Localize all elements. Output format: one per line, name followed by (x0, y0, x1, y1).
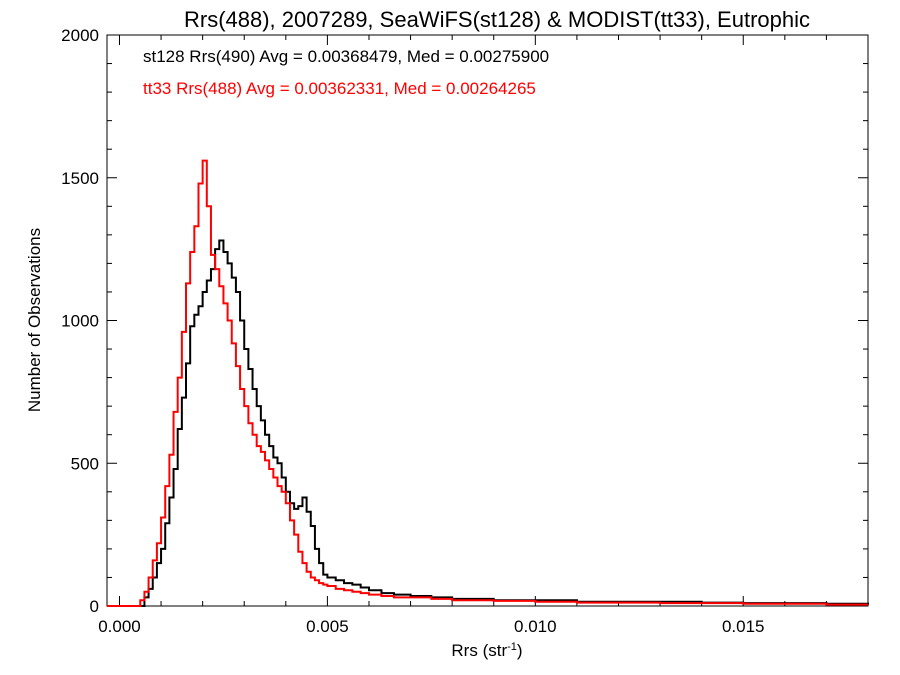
plot-area-frame (106, 34, 869, 607)
axis-ticks (107, 34, 869, 607)
x-axis-label-close: ) (517, 641, 523, 660)
annotation-red-series-stats: tt33 Rrs(488) Avg = 0.00362331, Med = 0.… (143, 79, 536, 98)
y-tick-label: 0 (90, 597, 99, 616)
x-axis-label-superscript: -1 (507, 641, 517, 653)
x-tick-label: 0.000 (98, 617, 141, 636)
y-tick-label: 2000 (61, 26, 99, 45)
axis-tick-labels: 0.000 0.005 0.010 0.015 0 500 1000 1500 2000 (61, 26, 764, 636)
y-tick-label: 500 (71, 454, 99, 473)
x-axis-label-main: Rrs (str (451, 641, 507, 660)
chart-title: Rrs(488), 2007289, SeaWiFS(st128) & MODI… (184, 7, 810, 32)
x-axis-label: Rrs (str-1) (451, 641, 522, 660)
series-line-red (107, 159, 868, 607)
y-tick-label: 1500 (61, 169, 99, 188)
x-tick-label: 0.015 (722, 617, 765, 636)
annotation-black-series-stats: st128 Rrs(490) Avg = 0.00368479, Med = 0… (143, 47, 549, 66)
series-layer (107, 159, 869, 607)
x-tick-label: 0.010 (514, 617, 557, 636)
series-line-black (107, 239, 869, 607)
y-axis-label: Number of Observations (25, 228, 44, 412)
y-tick-label: 1000 (61, 312, 99, 331)
x-tick-label: 0.005 (306, 617, 349, 636)
